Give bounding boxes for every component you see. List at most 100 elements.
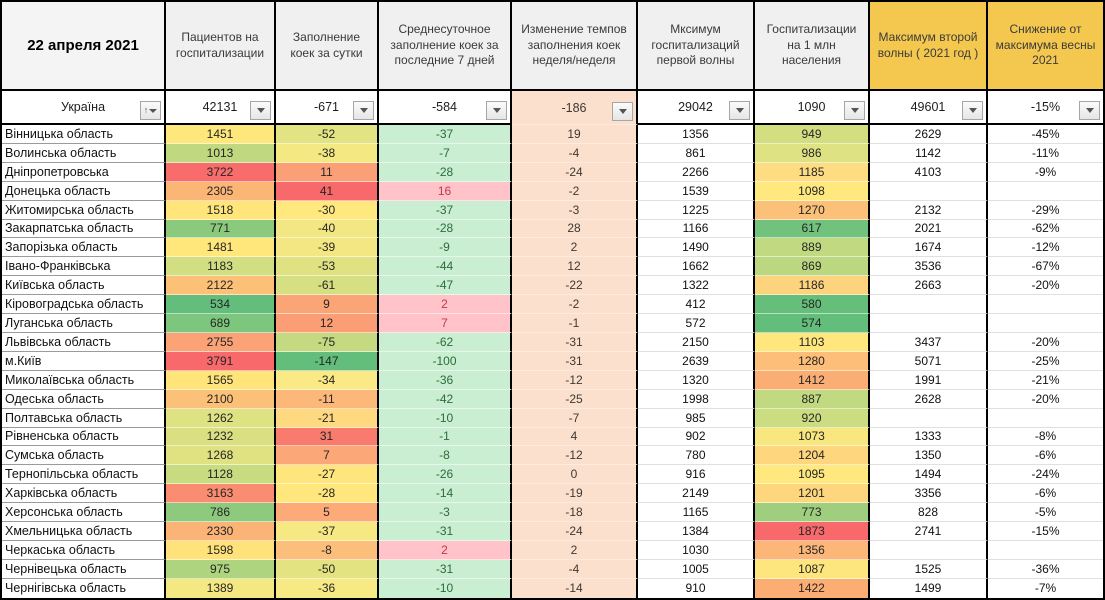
region-name-cell[interactable]: Волинська область (2, 143, 166, 163)
avg-7-days-cell[interactable]: -7 (379, 143, 512, 163)
beds-per-day-cell[interactable]: 41 (276, 181, 379, 201)
summary-cell[interactable]: -186 (512, 91, 638, 125)
avg-7-days-cell[interactable]: -37 (379, 125, 512, 144)
decline-cell[interactable]: -12% (988, 238, 1103, 258)
week-change-cell[interactable]: -18 (512, 503, 638, 523)
avg-7-days-cell[interactable]: -31 (379, 522, 512, 541)
avg-7-days-cell[interactable]: 2 (379, 295, 512, 315)
week-change-cell[interactable]: -4 (512, 143, 638, 163)
second-wave-max-cell[interactable]: 2663 (870, 276, 988, 296)
per-million-cell[interactable]: 889 (755, 238, 870, 258)
decline-cell[interactable] (988, 295, 1103, 315)
first-wave-max-cell[interactable]: 2639 (638, 351, 755, 371)
avg-7-days-cell[interactable]: -44 (379, 257, 512, 277)
per-million-cell[interactable]: 1270 (755, 200, 870, 220)
decline-cell[interactable]: -20% (988, 276, 1103, 296)
region-name-cell[interactable]: Рівненська область (2, 427, 166, 447)
week-change-cell[interactable]: -1 (512, 314, 638, 333)
patients-cell[interactable]: 3722 (166, 162, 276, 182)
header-beds-per-day[interactable]: Заполнение коек за сутки (276, 2, 379, 91)
patients-cell[interactable]: 1128 (166, 465, 276, 485)
per-million-cell[interactable]: 1201 (755, 484, 870, 504)
beds-per-day-cell[interactable]: 12 (276, 314, 379, 333)
first-wave-max-cell[interactable]: 1320 (638, 370, 755, 390)
first-wave-max-cell[interactable]: 412 (638, 295, 755, 315)
avg-7-days-cell[interactable]: -10 (379, 408, 512, 428)
per-million-cell[interactable]: 1185 (755, 162, 870, 182)
second-wave-max-cell[interactable] (870, 295, 988, 315)
week-change-cell[interactable]: -2 (512, 181, 638, 201)
beds-per-day-cell[interactable]: -30 (276, 200, 379, 220)
region-name-cell[interactable]: Чернівецька область (2, 559, 166, 579)
region-name-cell[interactable]: Херсонська область (2, 503, 166, 523)
second-wave-max-cell[interactable]: 4103 (870, 162, 988, 182)
beds-per-day-cell[interactable]: -36 (276, 578, 379, 598)
first-wave-max-cell[interactable]: 916 (638, 465, 755, 485)
second-wave-max-cell[interactable]: 3356 (870, 484, 988, 504)
header-first-wave-max[interactable]: Мксимум госпитализаций первой волны (638, 2, 755, 91)
patients-cell[interactable]: 786 (166, 503, 276, 523)
summary-cell[interactable]: -671 (276, 91, 379, 125)
week-change-cell[interactable]: -31 (512, 332, 638, 352)
decline-cell[interactable] (988, 408, 1103, 428)
summary-cell[interactable]: 49601 (870, 91, 988, 125)
decline-cell[interactable] (988, 181, 1103, 201)
second-wave-max-cell[interactable]: 1350 (870, 446, 988, 466)
avg-7-days-cell[interactable]: -8 (379, 446, 512, 466)
beds-per-day-cell[interactable]: -50 (276, 559, 379, 579)
avg-7-days-cell[interactable]: -3 (379, 503, 512, 523)
region-name-cell[interactable]: Одеська область (2, 389, 166, 409)
avg-7-days-cell[interactable]: -26 (379, 465, 512, 485)
first-wave-max-cell[interactable]: 985 (638, 408, 755, 428)
region-name-cell[interactable]: Харківська область (2, 484, 166, 504)
beds-per-day-cell[interactable]: -21 (276, 408, 379, 428)
avg-7-days-cell[interactable]: -31 (379, 559, 512, 579)
week-change-cell[interactable]: -2 (512, 295, 638, 315)
first-wave-max-cell[interactable]: 1998 (638, 389, 755, 409)
per-million-cell[interactable]: 1873 (755, 522, 870, 541)
region-name-cell[interactable]: Сумська область (2, 446, 166, 466)
beds-per-day-cell[interactable]: -11 (276, 389, 379, 409)
week-change-cell[interactable]: -22 (512, 276, 638, 296)
avg-7-days-cell[interactable]: 2 (379, 540, 512, 560)
header-week-change[interactable]: Изменение темпов заполнения коек неделя/… (512, 2, 638, 91)
beds-per-day-cell[interactable]: -147 (276, 351, 379, 371)
beds-per-day-cell[interactable]: -75 (276, 332, 379, 352)
avg-7-days-cell[interactable]: -42 (379, 389, 512, 409)
avg-7-days-cell[interactable]: -1 (379, 427, 512, 447)
week-change-cell[interactable]: -14 (512, 578, 638, 598)
decline-cell[interactable]: -29% (988, 200, 1103, 220)
region-name-cell[interactable]: Тернопільська область (2, 465, 166, 485)
region-name-cell[interactable]: Київська область (2, 276, 166, 296)
patients-cell[interactable]: 1481 (166, 238, 276, 258)
beds-per-day-cell[interactable]: -40 (276, 219, 379, 239)
avg-7-days-cell[interactable]: -9 (379, 238, 512, 258)
per-million-cell[interactable]: 1204 (755, 446, 870, 466)
decline-cell[interactable]: -36% (988, 559, 1103, 579)
week-change-cell[interactable]: -19 (512, 484, 638, 504)
week-change-cell[interactable]: 19 (512, 125, 638, 144)
per-million-cell[interactable]: 1186 (755, 276, 870, 296)
beds-per-day-cell[interactable]: 5 (276, 503, 379, 523)
decline-cell[interactable]: -5% (988, 503, 1103, 523)
per-million-cell[interactable]: 920 (755, 408, 870, 428)
header-avg-7-days[interactable]: Среднесуточное заполнение коек за послед… (379, 2, 512, 91)
first-wave-max-cell[interactable]: 1356 (638, 125, 755, 144)
first-wave-max-cell[interactable]: 1005 (638, 559, 755, 579)
per-million-cell[interactable]: 1095 (755, 465, 870, 485)
beds-per-day-cell[interactable]: -34 (276, 370, 379, 390)
region-name-cell[interactable]: Вінницька область (2, 125, 166, 144)
first-wave-max-cell[interactable]: 910 (638, 578, 755, 598)
per-million-cell[interactable]: 869 (755, 257, 870, 277)
week-change-cell[interactable]: -31 (512, 351, 638, 371)
patients-cell[interactable]: 1518 (166, 200, 276, 220)
week-change-cell[interactable]: -24 (512, 522, 638, 541)
patients-cell[interactable]: 2100 (166, 389, 276, 409)
avg-7-days-cell[interactable]: -47 (379, 276, 512, 296)
week-change-cell[interactable]: -3 (512, 200, 638, 220)
first-wave-max-cell[interactable]: 1662 (638, 257, 755, 277)
second-wave-max-cell[interactable]: 1142 (870, 143, 988, 163)
second-wave-max-cell[interactable]: 1674 (870, 238, 988, 258)
beds-per-day-cell[interactable]: 31 (276, 427, 379, 447)
patients-cell[interactable]: 1013 (166, 143, 276, 163)
